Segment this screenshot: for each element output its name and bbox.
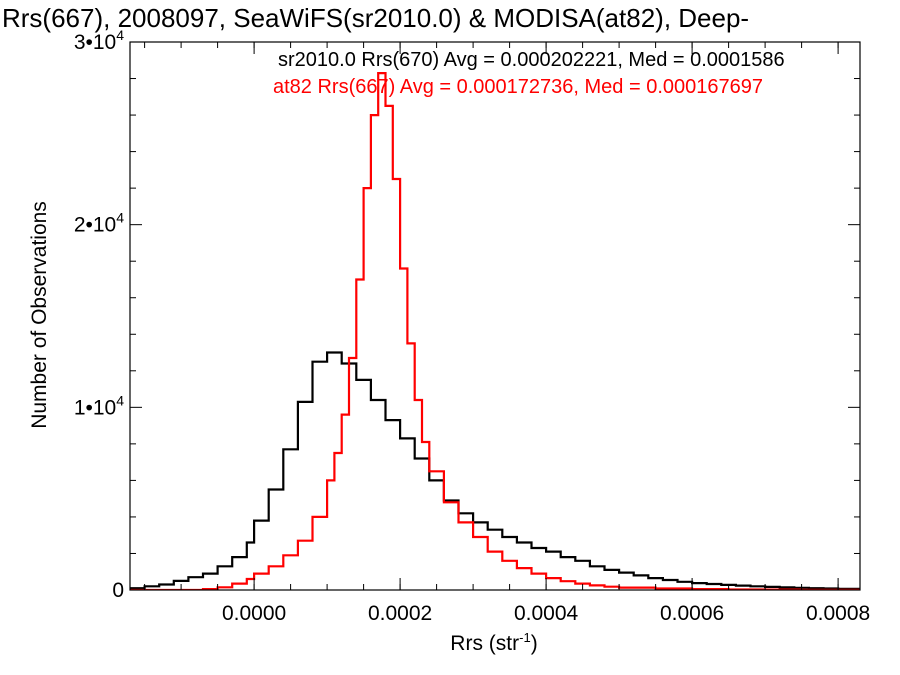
plot-area: 0.0000 0.0002 0.0004 0.0006 0.0008 0 1•104 2•10…	[74, 27, 870, 625]
x-tick-label: 0.0002	[368, 602, 432, 625]
y-tick-label: 1•104	[74, 392, 124, 419]
y-tick-label: 2•104	[74, 210, 124, 237]
x-tick-label: 0.0006	[660, 602, 724, 625]
y-tick-label: 3•104	[74, 27, 124, 54]
x-axis-label-main: Rrs (str	[450, 632, 519, 655]
x-axis-label-tail: )	[531, 632, 538, 655]
x-axis-label: Rrs (str-1)	[450, 630, 537, 655]
legend-entry-sr2010: sr2010.0 Rrs(670) Avg = 0.000202221, Med…	[278, 49, 785, 71]
x-tick-label: 0.0000	[222, 602, 286, 625]
chart-title: Rrs(667), 2008097, SeaWiFS(sr2010.0) & M…	[2, 3, 749, 33]
series-line-0	[130, 351, 860, 590]
plot-frame	[129, 41, 861, 591]
y-axis-label: Number of Observations	[28, 201, 51, 429]
x-tick-label: 0.0008	[806, 602, 870, 625]
x-axis-label-sup: -1	[519, 630, 531, 645]
y-tick-label: 0	[112, 579, 124, 602]
legend-entry-at82: at82 Rrs(667) Avg = 0.000172736, Med = 0…	[273, 76, 763, 98]
series-line-1	[130, 72, 860, 590]
x-tick-label: 0.0004	[514, 602, 579, 625]
y-axis-label-group: Number of Observations	[28, 201, 51, 429]
